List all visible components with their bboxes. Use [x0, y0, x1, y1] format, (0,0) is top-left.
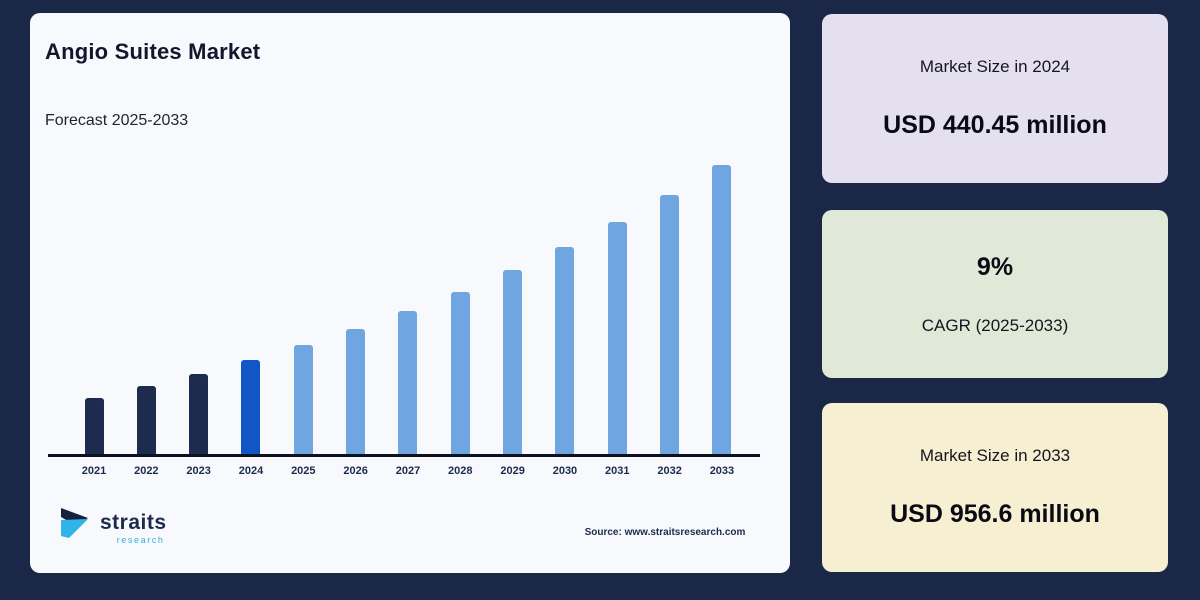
straits-logo-name: straits: [100, 511, 167, 534]
x-tick-label-2023: 2023: [186, 465, 211, 477]
x-tick-label-2021: 2021: [81, 465, 107, 477]
cagr-label: CAGR (2025-2033): [921, 315, 1069, 335]
bar-2032: [660, 195, 680, 456]
bar-column-2031: 2031: [600, 143, 634, 477]
bar-2031: [607, 222, 627, 456]
bar-column-2027: 2027: [391, 143, 425, 477]
bar-2021: [84, 398, 104, 456]
stat-card-2033-value: USD 956.6 million: [890, 500, 1100, 528]
bar-2033: [712, 165, 732, 456]
bar-2028: [450, 292, 470, 456]
bar-column-2029: 2029: [496, 143, 530, 477]
straits-logo: straits research: [58, 505, 167, 552]
x-tick-label-2033: 2033: [709, 465, 735, 477]
stat-card-2033-label: Market Size in 2033: [919, 446, 1071, 465]
bar-column-2033: 2033: [705, 143, 739, 477]
x-tick-label-2030: 2030: [552, 465, 578, 477]
bar-2029: [503, 270, 523, 456]
bar-2022: [136, 386, 156, 456]
cagr-value: 9%: [976, 252, 1014, 281]
page-subtitle: Forecast 2025-2033: [45, 112, 189, 129]
bar-column-2023: 2023: [182, 143, 216, 477]
bar-chart: 2021 2022 2023 2024 2025 2026 2027 2028 2029 2030…: [48, 143, 760, 477]
stat-card-market-size-2033: Market Size in 2033 USD 956.6 million: [822, 403, 1168, 572]
bar-column-2024: 2024: [234, 143, 268, 477]
x-tick-label-2027: 2027: [395, 465, 421, 477]
x-tick-label-2024: 2024: [238, 465, 264, 477]
bar-column-2026: 2026: [339, 143, 373, 477]
stat-card-cagr: 9% CAGR (2025-2033): [822, 210, 1168, 378]
stat-card-2024-label: Market Size in 2024: [919, 57, 1071, 76]
x-tick-label-2032: 2032: [657, 465, 682, 477]
bar-column-2028: 2028: [443, 143, 477, 477]
main-chart-card: Angio Suites Market Forecast 2025-2033 2…: [30, 13, 790, 573]
straits-arrow-icon: [58, 505, 94, 552]
stat-card-2024-value: USD 440.45 million: [883, 111, 1107, 139]
x-tick-label-2022: 2022: [134, 465, 159, 477]
x-tick-label-2026: 2026: [343, 465, 368, 477]
bar-column-2032: 2032: [653, 143, 687, 477]
bar-2023: [189, 374, 209, 456]
bar-2026: [346, 329, 366, 456]
bar-2030: [555, 247, 575, 456]
x-tick-label-2028: 2028: [448, 465, 473, 477]
stat-card-market-size-2024: Market Size in 2024 USD 440.45 million: [822, 14, 1168, 183]
bar-column-2021: 2021: [77, 143, 111, 477]
page-title: Angio Suites Market: [45, 39, 261, 64]
x-tick-label-2029: 2029: [500, 465, 525, 477]
bar-2024: [241, 360, 261, 456]
straits-logo-subtext: research: [116, 535, 165, 545]
bar-column-2022: 2022: [129, 143, 163, 477]
x-tick-label-2031: 2031: [605, 465, 630, 477]
bar-2027: [398, 311, 418, 456]
bar-2025: [293, 345, 313, 456]
source-text: Source: www.straitsresearch.com: [584, 527, 746, 538]
x-tick-label-2025: 2025: [291, 465, 316, 477]
straits-logo-text-block: straits research: [100, 512, 167, 545]
bar-column-2025: 2025: [286, 143, 320, 477]
x-axis-line: [48, 454, 760, 457]
bar-column-2030: 2030: [548, 143, 582, 477]
